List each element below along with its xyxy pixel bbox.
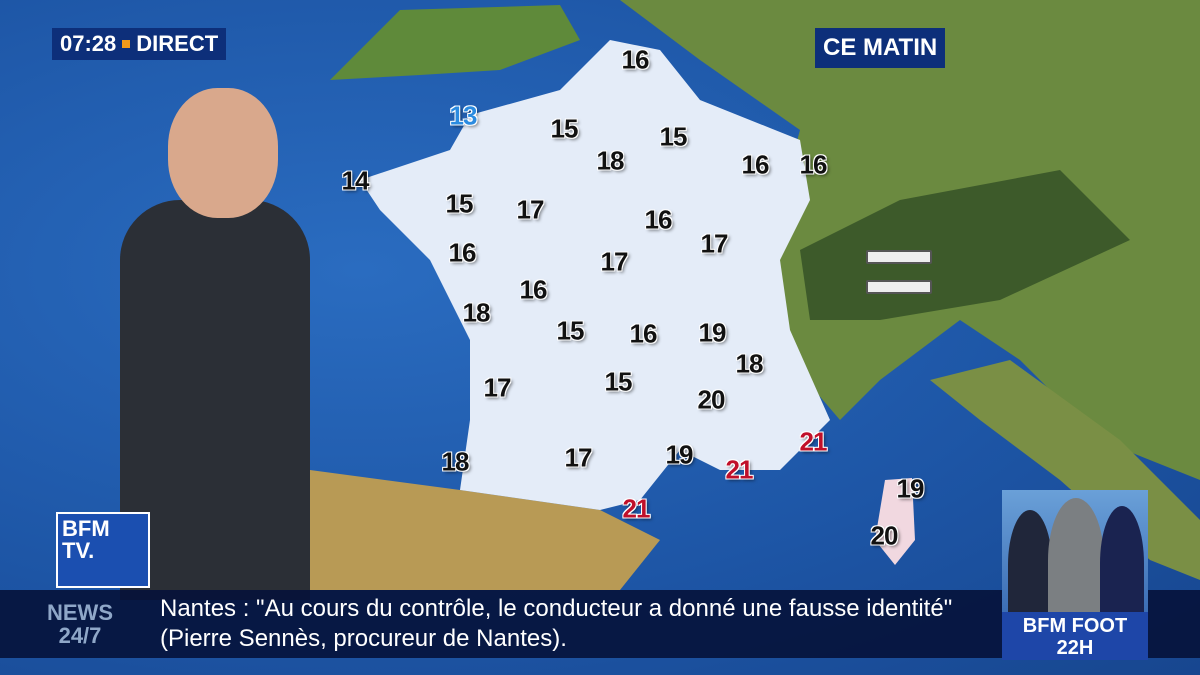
temperature-label: 20 <box>870 520 899 551</box>
temperature-label: 17 <box>483 372 512 403</box>
temperature-label: 16 <box>448 237 477 268</box>
land-france <box>360 40 830 510</box>
temperature-label: 20 <box>697 384 726 415</box>
presenter-body <box>120 200 310 600</box>
temperature-label: 17 <box>600 246 629 277</box>
land-uk <box>330 5 580 80</box>
temperature-label: 14 <box>341 165 370 196</box>
temperature-label: 16 <box>799 149 828 180</box>
live-dot-icon <box>122 40 131 48</box>
temperature-label: 16 <box>621 44 650 75</box>
temperature-label: 17 <box>700 228 729 259</box>
news-ticker: NEWS 24/7 Nantes : "Au cours du contrôle… <box>0 590 1200 658</box>
temperature-label: 16 <box>519 274 548 305</box>
temperature-label: 15 <box>445 188 474 219</box>
land-spain <box>300 470 660 590</box>
wind-indicator <box>866 280 932 294</box>
temperature-label: 21 <box>622 493 651 524</box>
temperature-label: 16 <box>741 149 770 180</box>
temperature-label: 19 <box>698 317 727 348</box>
temperature-label: 18 <box>596 145 625 176</box>
temperature-label: 17 <box>564 442 593 473</box>
wind-indicator <box>866 250 932 264</box>
temperature-label: 21 <box>799 426 828 457</box>
promo-person <box>1100 506 1144 621</box>
temperature-label: 13 <box>449 100 478 131</box>
news-label: NEWS <box>47 600 113 625</box>
temperature-label: 15 <box>604 366 633 397</box>
ticker-headline: Nantes : "Au cours du contrôle, le condu… <box>160 595 953 652</box>
temperature-label: 17 <box>516 194 545 225</box>
promo-person <box>1048 498 1104 623</box>
promo-person <box>1008 510 1052 620</box>
temperature-label: 21 <box>725 454 754 485</box>
corsica <box>875 478 915 565</box>
temperature-label: 18 <box>735 348 764 379</box>
temperature-label: 18 <box>462 297 491 328</box>
time: 07:28 <box>60 31 117 56</box>
news-24-7: 24/7 <box>58 623 102 648</box>
bfmtv-logo: BFM TV. <box>56 512 150 588</box>
promo-time: 22H <box>1056 637 1094 659</box>
bfm-foot-promo: BFM FOOT 22H <box>1002 490 1148 660</box>
temperature-label: 15 <box>659 121 688 152</box>
temperature-label: 19 <box>665 439 694 470</box>
temperature-label: 16 <box>629 318 658 349</box>
news-24-7-label: NEWS 24/7 <box>0 601 160 647</box>
presenter-head <box>168 88 278 218</box>
live-clock: 07:28 DIRECT <box>52 28 227 60</box>
temperature-label: 15 <box>550 113 579 144</box>
period-label: CE MATIN <box>815 28 946 68</box>
temperature-label: 15 <box>556 315 585 346</box>
temperature-label: 18 <box>441 446 470 477</box>
promo-title: BFM FOOT <box>1022 615 1128 637</box>
promo-label: BFM FOOT 22H <box>1002 612 1148 660</box>
temperature-label: 16 <box>644 204 673 235</box>
live-label: DIRECT <box>136 31 219 56</box>
temperature-label: 19 <box>896 473 925 504</box>
